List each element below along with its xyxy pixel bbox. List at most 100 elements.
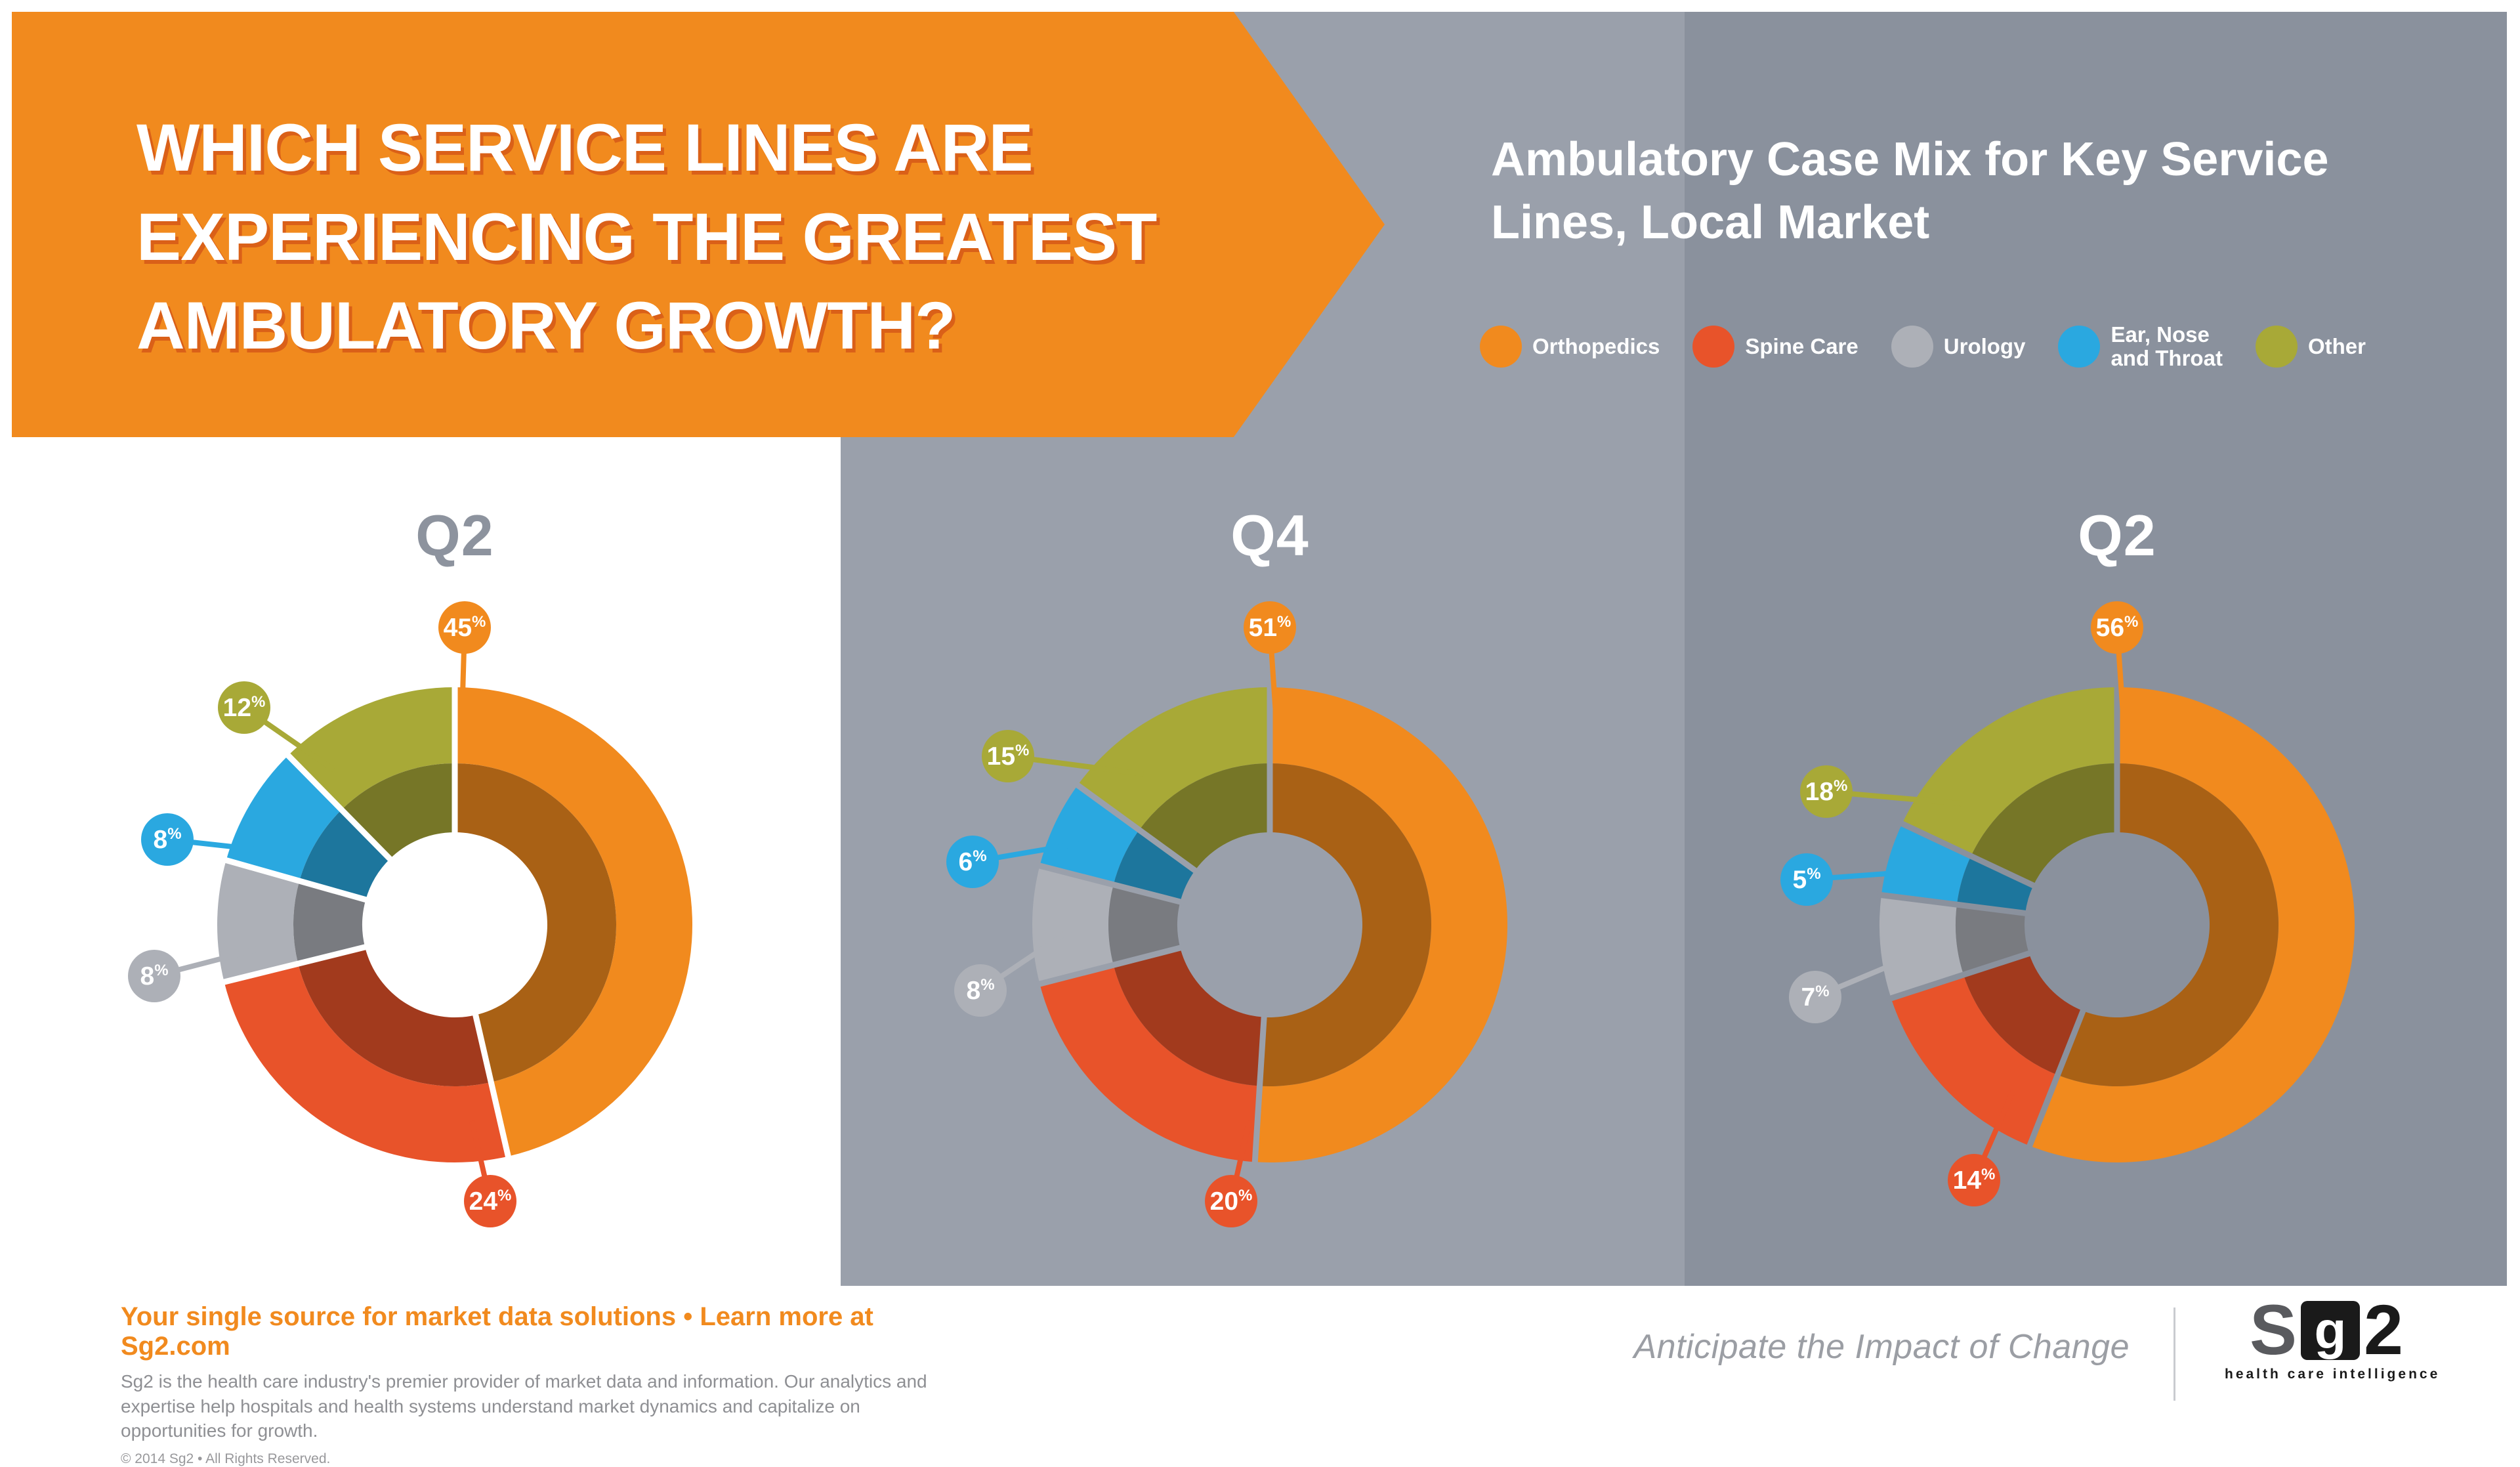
- donut-0-gap-line: [219, 943, 371, 986]
- donut-0-segment-spine-care-outer: [224, 964, 509, 1162]
- header-banner: WHICH SERVICE LINES ARE EXPERIENCING THE…: [12, 12, 1385, 437]
- donut-2-badge-urology: [1789, 971, 1841, 1023]
- donut-1-gap-line: [1035, 862, 1186, 906]
- donut-0-segment-ear-nose-and-throat-inner: [299, 809, 390, 900]
- legend: Orthopedics Spine Care Urology Ear, Nose an…: [1480, 323, 2366, 370]
- sg2-logo-2: 2: [2363, 1290, 2404, 1369]
- donut-chart-q2-right: 56% 14% 7% 5% 18%: [1773, 580, 2462, 1269]
- banner-title-line-1: WHICH SERVICE LINES ARE: [136, 110, 1034, 185]
- chart-title-q4: Q4: [1230, 503, 1309, 568]
- donut-0-gap-line: [283, 750, 396, 864]
- legend-swatch-urology: [1891, 325, 1933, 368]
- donut-0-badge-orthopedics: [438, 601, 491, 654]
- donut-2-segment-orthopedics-outer: [2029, 687, 2355, 1162]
- donut-2-gap-line: [1877, 891, 2030, 917]
- donut-0-badge-spine-care: [464, 1175, 516, 1227]
- chart-title-q2-left: Q2: [415, 503, 494, 568]
- donut-2-gap-line: [1897, 819, 2039, 891]
- chart-block-q2-left: Q2 45% 24% 8% 8% 12%: [110, 502, 799, 1269]
- donut-0-badge-label-spine-care: 24%: [469, 1187, 512, 1216]
- donut-1-badge-label-orthopedics: 51%: [1249, 613, 1292, 642]
- banner-title: WHICH SERVICE LINES ARE EXPERIENCING THE…: [136, 104, 1157, 371]
- banner-title-line-2: EXPERIENCING THE GREATEST: [136, 199, 1157, 274]
- donut-1-segment-other-outer: [1078, 687, 1270, 830]
- banner-title-line-3: AMBULATORY GROWTH?: [136, 288, 956, 364]
- chart-subtitle: Ambulatory Case Mix for Key Service Line…: [1491, 133, 2329, 249]
- chart-block-q2-right: Q2 56% 14% 7% 5% 18%: [1773, 502, 2462, 1269]
- sg2-logo-caption: health care intelligence: [2225, 1366, 2441, 1382]
- donut-2-segment-orthopedics-inner: [2057, 763, 2278, 1086]
- legend-swatch-other: [2255, 325, 2298, 368]
- footer-left: Your single source for market data solut…: [121, 1302, 987, 1467]
- donut-2-segment-ear-nose-and-throat-outer: [1881, 823, 1971, 905]
- legend-swatch-ear-nose-and-throat: [2058, 325, 2101, 368]
- donut-2-badge-label-ear-nose-and-throat: 5%: [1792, 865, 1820, 894]
- donut-2-badge-other: [1800, 765, 1853, 818]
- donut-1-segment-spine-care-outer: [1040, 965, 1260, 1162]
- donut-0-badge-ear-nose-and-throat: [141, 813, 194, 866]
- donut-1-segment-orthopedics-inner: [1259, 763, 1432, 1087]
- donut-2-badge-label-spine-care: 14%: [1953, 1166, 1996, 1195]
- donut-1-segment-ear-nose-and-throat-outer: [1040, 785, 1139, 885]
- donut-0-badge-other: [218, 681, 270, 734]
- donut-0-gap-line: [471, 1010, 513, 1161]
- footer-description: Sg2 is the health care industry's premie…: [121, 1371, 927, 1441]
- legend-item-ear-nose-and-throat: Ear, Nose and Throat: [2058, 323, 2223, 370]
- donut-1-badge-spine-care: [1205, 1175, 1257, 1227]
- donut-1-badge-label-urology: 8%: [966, 976, 994, 1005]
- donut-0-badge-label-other: 12%: [223, 693, 266, 722]
- donut-2-badge-label-orthopedics: 56%: [2096, 613, 2139, 642]
- donut-2-segment-spine-care-outer: [1891, 975, 2058, 1146]
- donut-1-badge-label-other: 15%: [987, 742, 1030, 771]
- legend-label: Orthopedics: [1532, 333, 1660, 358]
- donut-0-segment-urology-inner: [293, 881, 366, 964]
- donut-2-gap-line: [1886, 949, 2034, 1002]
- donut-1-badge-orthopedics: [1244, 601, 1296, 654]
- donut-0-segment-urology-outer: [217, 860, 300, 983]
- legend-item-spine-care: Spine Care: [1692, 325, 1858, 368]
- donut-2-gap-line: [2025, 1005, 2088, 1151]
- donut-1-segment-ear-nose-and-throat-inner: [1113, 830, 1195, 902]
- donut-1-gap-line: [1251, 1012, 1268, 1166]
- chart-block-q4: Q4 51% 20% 8% 6% 15%: [925, 502, 1614, 1269]
- donut-2-badge-spine-care: [1948, 1154, 2000, 1206]
- donut-svg-2: 56% 14% 7% 5% 18%: [1780, 601, 2355, 1206]
- donut-2-segment-other-inner: [1971, 763, 2117, 885]
- legend-label: Ear, Nose and Throat: [2110, 322, 2223, 370]
- sg2-logo-row: S g 2: [2225, 1290, 2428, 1369]
- donut-0-gap-line: [221, 856, 371, 904]
- donut-1-segment-spine-care-inner: [1113, 948, 1265, 1086]
- donut-chart-q4: 51% 20% 8% 6% 15%: [925, 580, 1614, 1269]
- chart-title-q2-right: Q2: [2078, 503, 2156, 568]
- donut-1-segment-orthopedics-outer: [1255, 687, 1507, 1162]
- donut-svg-1: 51% 20% 8% 6% 15%: [946, 601, 1507, 1227]
- donut-2-segment-spine-care-inner: [1964, 953, 2084, 1075]
- donut-0-segment-orthopedics-outer: [455, 687, 692, 1157]
- legend-label: Urology: [1943, 333, 2026, 358]
- donut-1-gap-line: [1072, 780, 1201, 876]
- donut-1-badge-label-spine-care: 20%: [1210, 1187, 1253, 1216]
- footer-copyright: © 2014 Sg2 • All Rights Reserved.: [121, 1451, 331, 1466]
- donut-2-segment-other-outer: [1902, 687, 2117, 857]
- donut-1-segment-other-inner: [1139, 763, 1270, 871]
- donut-0-segment-spine-care-inner: [298, 946, 492, 1086]
- donut-0-badge-label-orthopedics: 45%: [444, 613, 486, 642]
- donut-1-badge-label-ear-nose-and-throat: 6%: [958, 847, 986, 876]
- donut-0-badge-urology: [128, 950, 180, 1002]
- footer-divider: [2174, 1308, 2175, 1401]
- donut-chart-q2-left: 45% 24% 8% 8% 12%: [110, 580, 799, 1269]
- donut-1-badge-ear-nose-and-throat: [946, 836, 999, 888]
- donut-0-badge-label-ear-nose-and-throat: 8%: [153, 825, 181, 854]
- donut-0-segment-other-outer: [288, 687, 455, 810]
- legend-label: Spine Care: [1745, 333, 1858, 358]
- donut-2-badge-ear-nose-and-throat: [1780, 853, 1833, 906]
- sg2-logo-s: S: [2249, 1290, 2297, 1369]
- donut-1-badge-urology: [954, 964, 1007, 1017]
- sg2-logo: S g 2 health care intelligence: [2225, 1290, 2441, 1382]
- donut-2-segment-urology-outer: [1880, 895, 1964, 998]
- donut-2-badge-label-urology: 7%: [1801, 983, 1829, 1011]
- donut-1-segment-urology-inner: [1108, 884, 1181, 966]
- legend-item-urology: Urology: [1891, 325, 2026, 368]
- footer-tagline[interactable]: Your single source for market data solut…: [121, 1302, 873, 1361]
- donut-2-segment-ear-nose-and-throat-inner: [1956, 856, 2034, 914]
